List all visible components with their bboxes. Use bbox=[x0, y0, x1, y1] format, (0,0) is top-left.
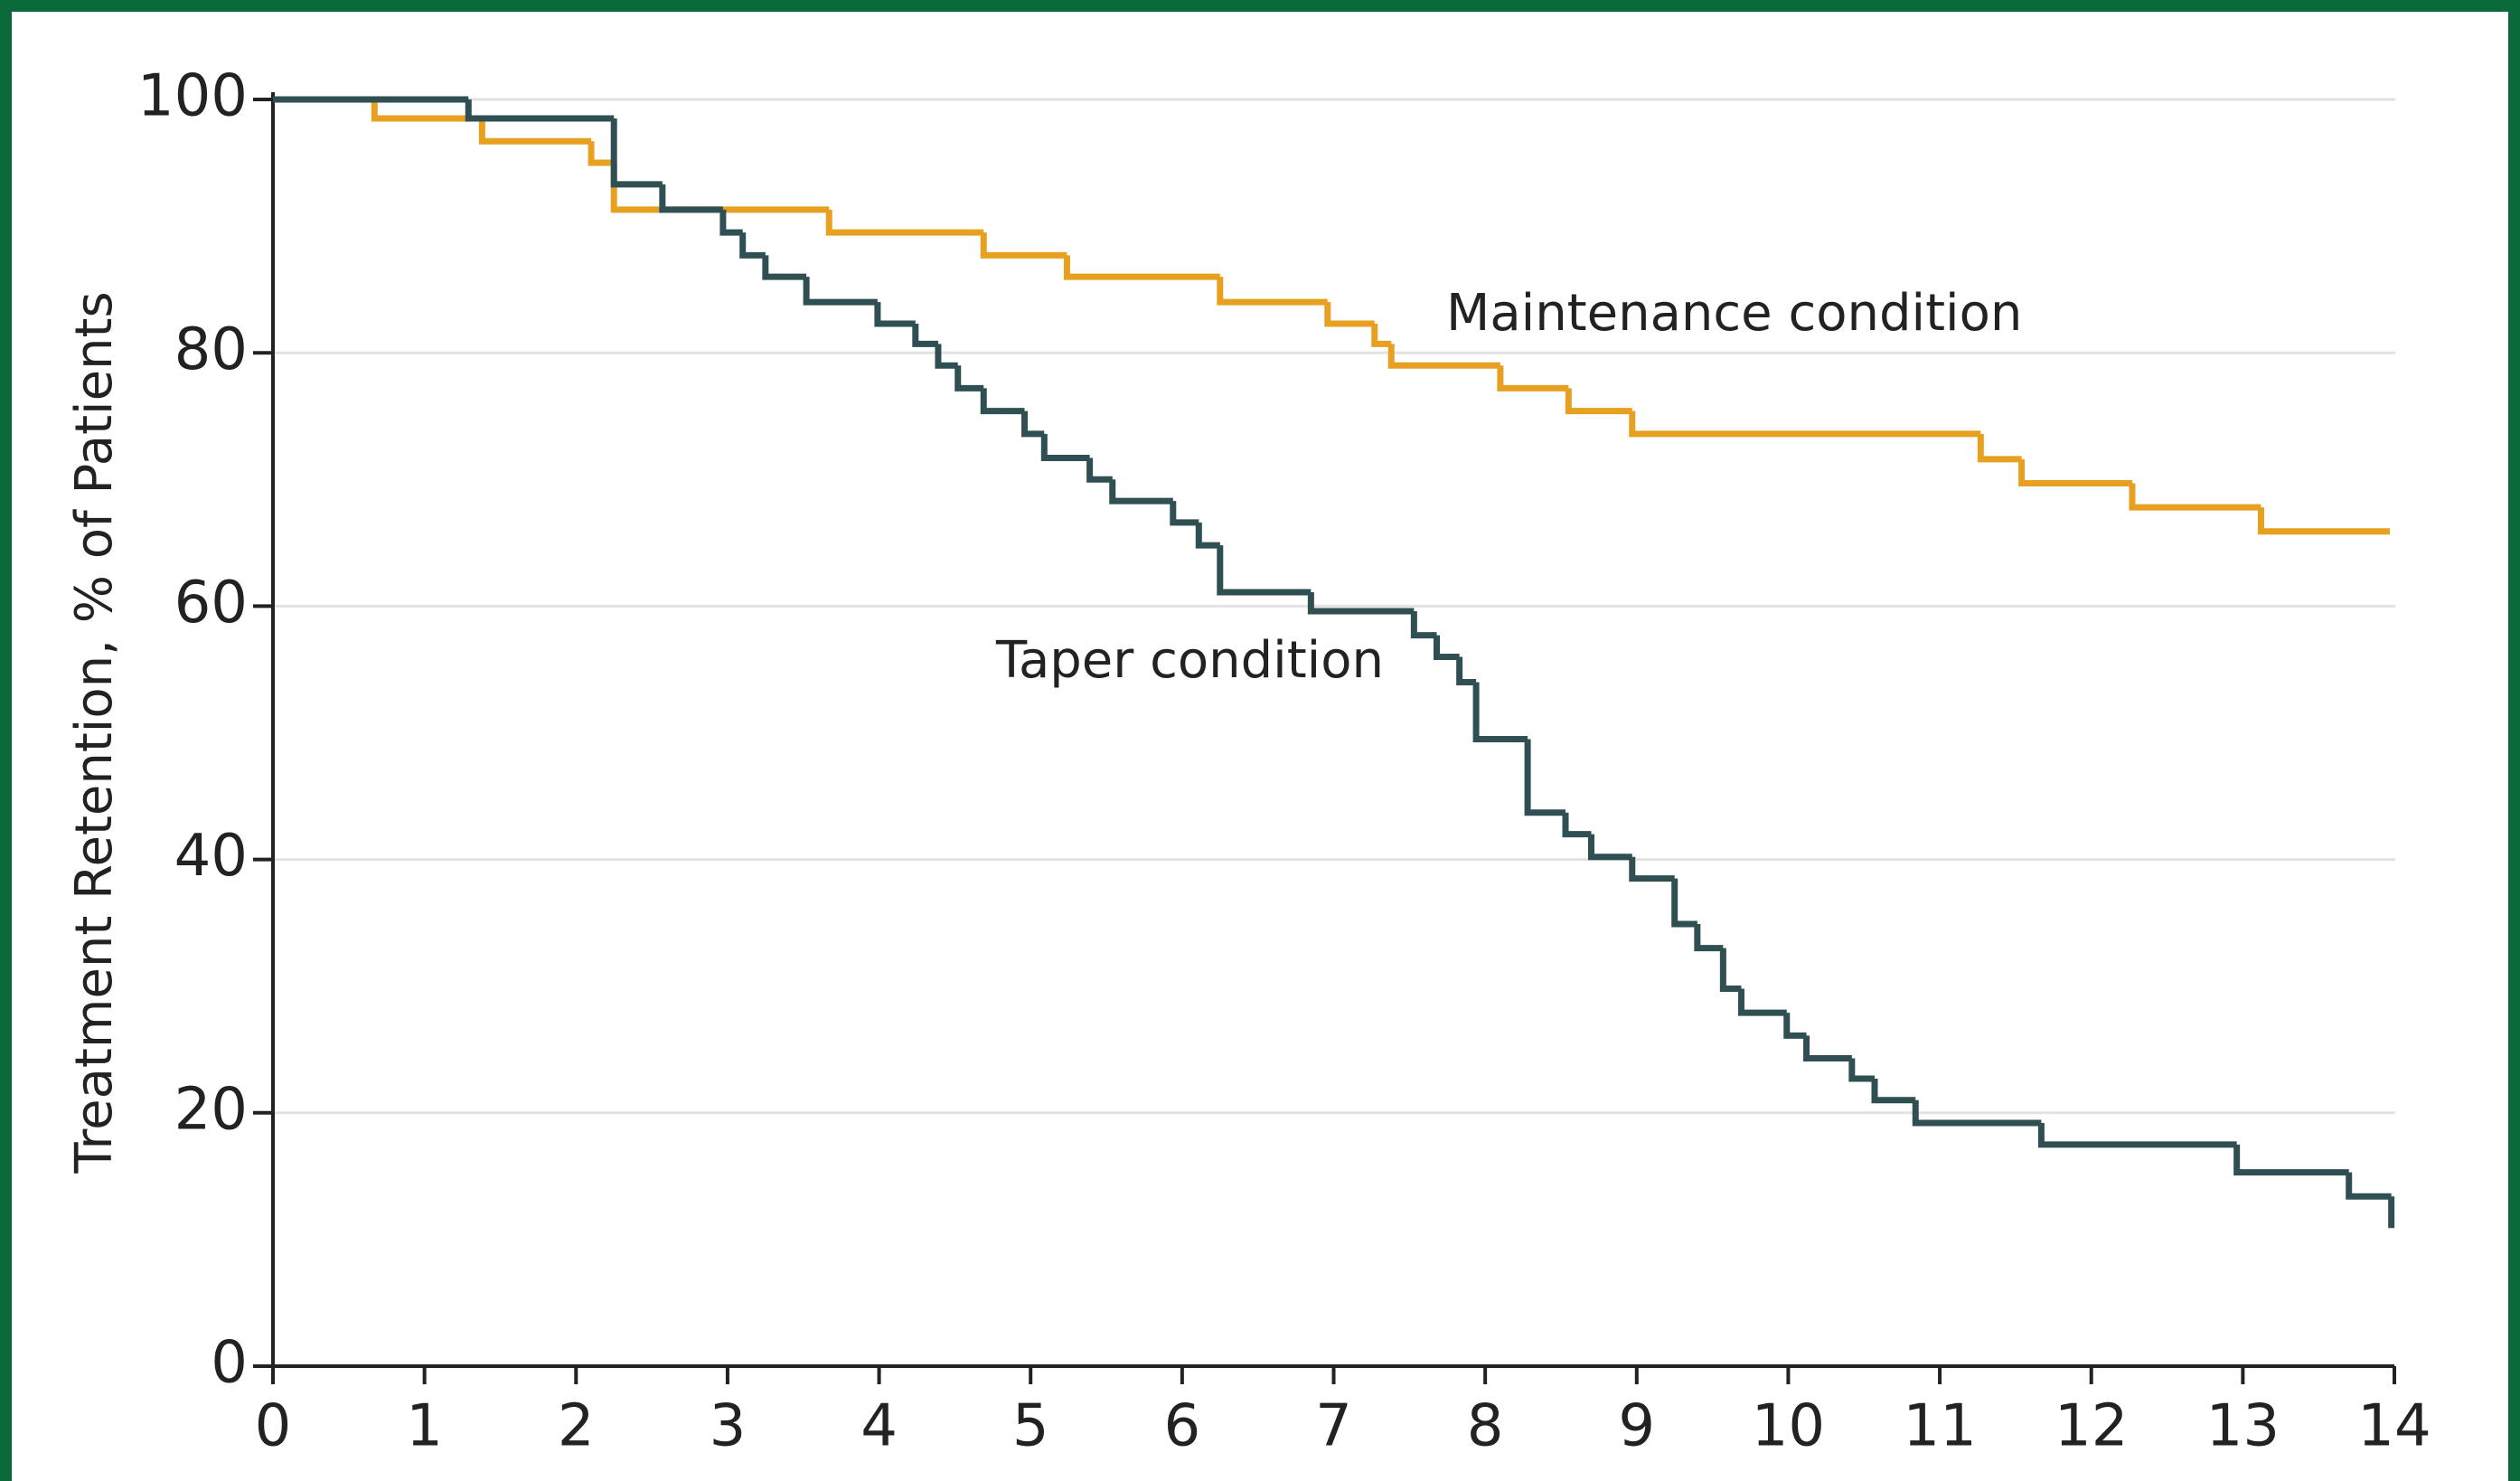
step-segment bbox=[1086, 458, 1113, 483]
step-segment bbox=[1912, 1099, 2042, 1127]
step-segment bbox=[588, 141, 615, 166]
step-segment bbox=[1803, 1035, 1852, 1062]
x-tick-label: 14 bbox=[2357, 1393, 2431, 1460]
x-tick-label: 7 bbox=[1315, 1393, 1352, 1460]
x-tick-label: 11 bbox=[1903, 1393, 1976, 1460]
step-segment bbox=[1434, 635, 1460, 660]
x-tick-label: 12 bbox=[2055, 1393, 2128, 1460]
step-segment bbox=[1371, 323, 1392, 347]
step-segment bbox=[719, 209, 743, 236]
step-segment bbox=[803, 277, 878, 306]
step-segment bbox=[478, 118, 592, 145]
step-segment bbox=[739, 232, 766, 259]
step-segment bbox=[1629, 410, 1981, 438]
step-segment bbox=[610, 118, 663, 188]
step-segment bbox=[1694, 924, 1724, 952]
y-tick-label: 80 bbox=[174, 316, 248, 383]
step-segment bbox=[1565, 388, 1632, 415]
step-segment bbox=[1671, 878, 1697, 928]
step-segment bbox=[465, 99, 615, 122]
step-segment bbox=[1848, 1058, 1875, 1082]
step-segment bbox=[1524, 739, 1566, 816]
step-segment bbox=[371, 99, 483, 122]
step-segment bbox=[912, 323, 938, 347]
series-label: Taper condition bbox=[995, 631, 1384, 690]
step-segment bbox=[1719, 948, 1742, 992]
step-segment bbox=[954, 365, 984, 391]
y-axis-label: Treatment Retention, % of Patients bbox=[65, 291, 124, 1174]
step-segment bbox=[2037, 1123, 2237, 1148]
step-segment bbox=[659, 184, 723, 213]
step-segment bbox=[2346, 1172, 2392, 1200]
x-tick-label: 3 bbox=[710, 1393, 747, 1460]
step-segment bbox=[762, 255, 807, 280]
step-segment bbox=[1871, 1078, 1916, 1104]
x-tick-label: 10 bbox=[1752, 1393, 1825, 1460]
step-segment bbox=[1217, 277, 1328, 306]
step-segment bbox=[1977, 433, 2022, 463]
step-segment bbox=[1783, 1013, 1807, 1039]
step-segment bbox=[1021, 410, 1045, 438]
step-segment bbox=[2129, 483, 2261, 511]
y-tick-label: 40 bbox=[174, 823, 248, 890]
step-segment bbox=[1737, 988, 1787, 1016]
step-segment bbox=[1629, 856, 1675, 882]
step-segment bbox=[874, 302, 916, 327]
step-segment bbox=[2018, 458, 2132, 487]
x-tick-label: 4 bbox=[860, 1393, 898, 1460]
x-tick-label: 0 bbox=[255, 1393, 292, 1460]
step-segment bbox=[1324, 302, 1375, 327]
series-label: Maintenance condition bbox=[1446, 284, 2022, 343]
step-segment bbox=[1497, 365, 1569, 391]
step-segment bbox=[1456, 656, 1477, 685]
y-tick-label: 20 bbox=[174, 1076, 248, 1143]
x-tick-label: 8 bbox=[1467, 1393, 1504, 1460]
step-segment bbox=[1170, 501, 1199, 526]
step-segment bbox=[935, 344, 958, 369]
step-segment bbox=[1217, 545, 1312, 596]
x-tick-label: 2 bbox=[558, 1393, 595, 1460]
step-segment bbox=[1109, 479, 1173, 505]
step-segment bbox=[980, 232, 1067, 259]
step-segment bbox=[980, 388, 1025, 415]
y-tick-label: 60 bbox=[174, 570, 248, 637]
step-segment bbox=[2257, 507, 2390, 535]
x-tick-label: 6 bbox=[1163, 1393, 1200, 1460]
step-segment bbox=[1063, 255, 1220, 280]
y-tick-label: 100 bbox=[137, 63, 248, 130]
step-segment bbox=[1387, 344, 1500, 369]
step-segment bbox=[2233, 1144, 2349, 1176]
step-segment bbox=[825, 209, 984, 236]
step-segment bbox=[1562, 812, 1592, 838]
step-segment bbox=[1472, 682, 1528, 743]
step-segment bbox=[1410, 611, 1437, 639]
step-segment bbox=[1307, 591, 1415, 615]
x-tick-label: 13 bbox=[2206, 1393, 2280, 1460]
step-segment bbox=[1195, 522, 1220, 549]
y-tick-label: 0 bbox=[211, 1330, 248, 1397]
x-tick-label: 5 bbox=[1012, 1393, 1049, 1460]
step-segment bbox=[1040, 433, 1090, 461]
x-tick-label: 1 bbox=[406, 1393, 443, 1460]
step-segment bbox=[1587, 834, 1632, 861]
x-tick-label: 9 bbox=[1618, 1393, 1655, 1460]
